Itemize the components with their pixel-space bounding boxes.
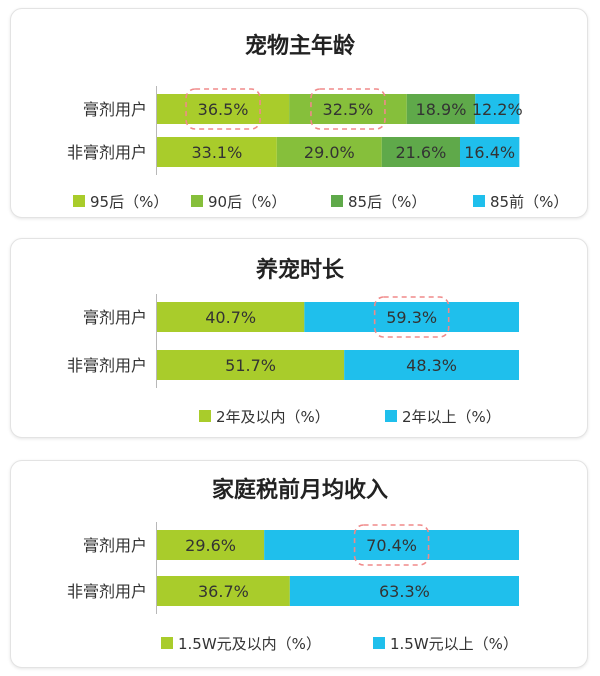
bar-segment (459, 137, 520, 167)
chart-title: 宠物主年龄 (245, 33, 356, 59)
bar-segment (344, 350, 519, 380)
highlight-box (373, 296, 450, 338)
chart-title: 家庭税前月均收入 (212, 477, 388, 503)
legend-label: 1.5W元以上（%） (390, 635, 518, 653)
bar-segment (475, 94, 520, 124)
bar-segment (406, 94, 476, 124)
data-label: 33.1% (191, 143, 242, 162)
bar-segment (157, 302, 305, 332)
legend-swatch (161, 637, 173, 649)
legend-swatch (385, 410, 397, 422)
legend-swatch (373, 637, 385, 649)
data-label: 63.3% (379, 582, 430, 601)
legend-label: 1.5W元及以内（%） (178, 635, 321, 653)
data-label: 48.3% (406, 356, 457, 375)
data-label: 59.3% (386, 308, 437, 327)
legend-label: 85后（%） (348, 193, 426, 211)
highlight-box (185, 88, 261, 130)
data-label: 29.6% (185, 536, 236, 555)
category-label: 膏剂用户 (83, 308, 147, 327)
legend-label: 2年及以内（%） (216, 408, 330, 426)
data-label: 12.2% (472, 100, 523, 119)
data-label: 29.0% (304, 143, 355, 162)
legend-label: 95后（%） (90, 193, 168, 211)
bar-segment (157, 350, 345, 380)
data-label: 18.9% (416, 100, 467, 119)
bar-segment (264, 530, 519, 560)
chart-card-pet-keeping-duration: 养宠时长膏剂用户 40.7% 59.3% 非膏剂用户 51.7% 48.3% 2年及以内（%… (10, 238, 588, 438)
highlight-box (310, 88, 386, 130)
bar-segment (289, 94, 407, 124)
bar-segment (157, 137, 277, 167)
bar-segment (276, 137, 382, 167)
category-label: 膏剂用户 (83, 536, 147, 555)
bar-segment (157, 530, 265, 560)
category-label: 非膏剂用户 (67, 143, 147, 162)
category-label: 非膏剂用户 (67, 582, 147, 601)
legend-label: 2年以上（%） (402, 408, 501, 426)
chart-title: 养宠时长 (255, 257, 345, 283)
legend-label: 85前（%） (490, 193, 568, 211)
legend-swatch (191, 195, 203, 207)
data-label: 21.6% (395, 143, 446, 162)
chart-card-pet-owner-age: 宠物主年龄膏剂用户 36.5% 32.5% 18.9% 12.2% 非膏剂用户 33.1% 2… (10, 8, 588, 218)
legend-swatch (73, 195, 85, 207)
data-label: 70.4% (366, 536, 417, 555)
legend-swatch (199, 410, 211, 422)
bar-segment (157, 576, 290, 606)
legend-label: 90后（%） (208, 193, 286, 211)
bar-segment (381, 137, 460, 167)
bar-segment (304, 302, 519, 332)
data-label: 36.7% (198, 582, 249, 601)
data-label: 32.5% (323, 100, 374, 119)
legend-swatch (331, 195, 343, 207)
legend-swatch (473, 195, 485, 207)
data-label: 36.5% (198, 100, 249, 119)
bar-segment (157, 94, 290, 124)
chart-card-household-income: 家庭税前月均收入膏剂用户 29.6% 70.4% 非膏剂用户 36.7% 63.3% 1.5… (10, 460, 588, 668)
category-label: 膏剂用户 (83, 100, 147, 119)
category-label: 非膏剂用户 (67, 356, 147, 375)
highlight-box (353, 524, 430, 566)
data-label: 40.7% (205, 308, 256, 327)
data-label: 51.7% (225, 356, 276, 375)
data-label: 16.4% (464, 143, 515, 162)
bar-segment (289, 576, 519, 606)
